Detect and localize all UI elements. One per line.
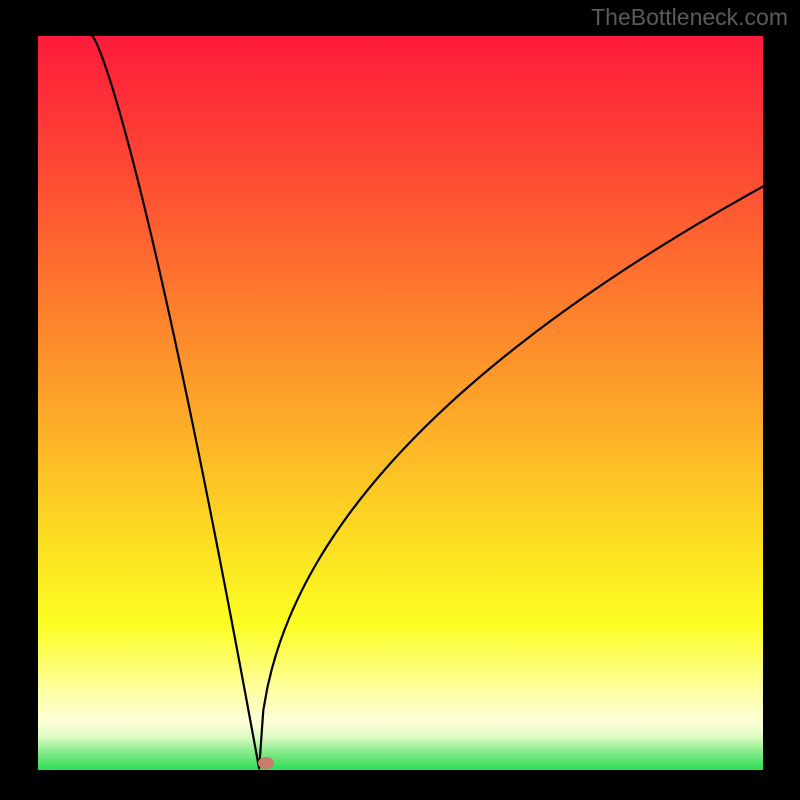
bottleneck-curve	[38, 36, 763, 770]
minimum-marker	[258, 757, 274, 769]
watermark-text: TheBottleneck.com	[591, 4, 788, 31]
plot-area	[38, 36, 763, 770]
curve-path	[92, 36, 763, 769]
